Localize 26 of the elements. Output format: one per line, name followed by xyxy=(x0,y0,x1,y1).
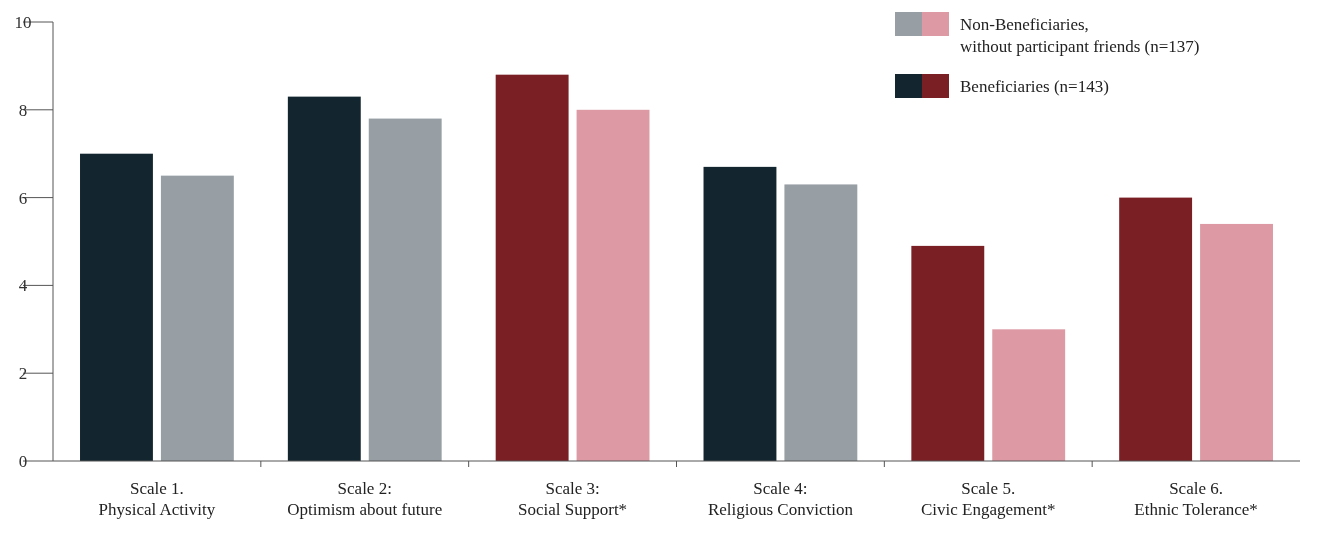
x-tick-label: Scale 5. Civic Engagement* xyxy=(920,479,1056,519)
bar xyxy=(992,329,1066,461)
y-tick-label: 4 xyxy=(18,276,28,296)
legend-label: Non-Beneficiaries, without participant friends (n=137) xyxy=(960,15,1200,56)
x-tick-label: Scale 4: Religious Conviction xyxy=(707,479,854,519)
bar xyxy=(784,184,858,461)
bar xyxy=(287,96,361,461)
bar xyxy=(1200,223,1273,461)
bar xyxy=(80,153,153,461)
x-tick-label: Scale 2: Optimism about future xyxy=(287,479,443,519)
bar xyxy=(576,109,650,461)
y-tick-label: 0 xyxy=(18,452,28,471)
y-tick-label: 2 xyxy=(18,364,28,384)
y-tick-label: 6 xyxy=(18,188,28,208)
y-tick-label: 8 xyxy=(18,100,28,120)
bar xyxy=(1119,197,1193,461)
bar xyxy=(495,74,569,461)
x-tick-label: Scale 6. Ethnic Tolerance* xyxy=(1134,479,1258,519)
x-tick-label: Scale 1. Physical Activity xyxy=(98,479,216,519)
bar xyxy=(368,118,442,461)
bar xyxy=(703,166,777,461)
bar xyxy=(911,245,985,461)
x-tick-label: Scale 3: Social Support* xyxy=(518,479,628,519)
y-tick-label: 10 xyxy=(14,13,32,32)
bar xyxy=(160,175,234,461)
legend-label: Beneficiaries (n=143) xyxy=(960,77,1109,96)
